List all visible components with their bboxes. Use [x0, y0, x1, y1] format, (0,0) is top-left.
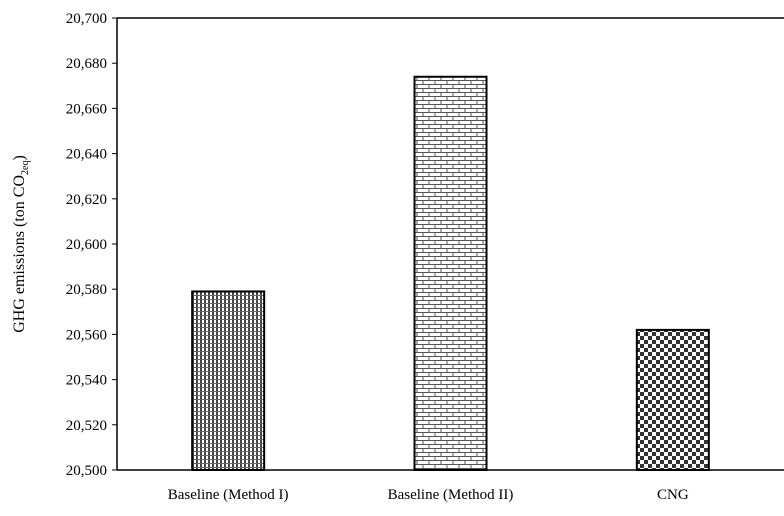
y-axis-title-subscript: 2eq [20, 161, 31, 175]
y-tick-label: 20,600 [66, 237, 107, 253]
y-tick-label: 20,620 [66, 192, 107, 208]
bars [191, 75, 710, 471]
y-tick-label: 20,520 [66, 418, 107, 434]
labels: 20,500 20,520 20,540 20,560 20,580 20,600 20,6… [11, 11, 689, 503]
x-category-label: CNG [657, 487, 689, 503]
y-tick-label: 20,680 [66, 56, 107, 72]
y-axis-title-text: GHG emissions (ton CO [11, 175, 28, 333]
y-tick-label: 20,660 [66, 101, 107, 117]
bar-1 [191, 290, 266, 471]
y-axis-title-suffix: ) [11, 155, 28, 160]
y-tick-label: 20,640 [66, 147, 107, 163]
x-category-label: Baseline (Method II) [388, 487, 514, 503]
y-axis-title: GHG emissions (ton CO2eq) [11, 155, 31, 333]
y-tick-label: 20,540 [66, 373, 107, 389]
bar-2 [413, 75, 488, 471]
y-tick-label: 20,700 [66, 11, 107, 27]
bar-3 [635, 328, 710, 471]
x-category-label: Baseline (Method I) [168, 487, 289, 503]
y-tick-label: 20,580 [66, 282, 107, 298]
y-tick-label: 20,560 [66, 327, 107, 343]
y-tick-label: 20,500 [66, 463, 107, 479]
